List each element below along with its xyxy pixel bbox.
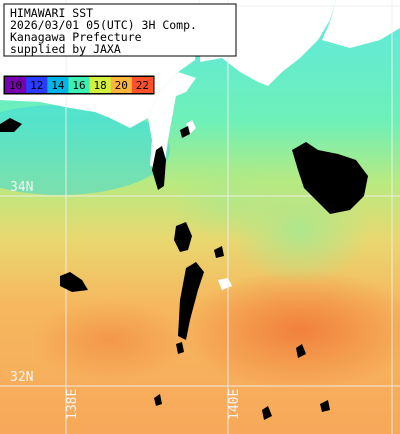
legend-label: 10 <box>9 79 22 92</box>
land-boso <box>322 0 400 48</box>
caption-line-datetime: 2026/03/01 05(UTC) 3H Comp. <box>10 18 197 32</box>
legend-label: 14 <box>51 79 65 92</box>
legend-label: 20 <box>115 79 128 92</box>
legend-swatch <box>131 77 154 93</box>
legend-swatch <box>89 77 112 93</box>
lon-label-138e: 138E <box>65 389 80 420</box>
land-izu-oshima <box>186 120 196 134</box>
land-izu-peninsula <box>148 72 196 172</box>
legend-swatch <box>68 77 91 93</box>
legend-label: 22 <box>136 79 149 92</box>
lat-label-34n: 34N <box>10 180 33 195</box>
cloud-mask <box>0 118 368 420</box>
legend-swatch <box>110 77 133 93</box>
legend-swatch <box>47 77 69 93</box>
current-swirl <box>170 160 290 240</box>
lat-label-32n: 32N <box>10 370 33 385</box>
warm-water-patch <box>180 270 400 390</box>
lon-label-140e: 140E <box>227 389 242 420</box>
legend-label: 16 <box>72 79 85 92</box>
warm-water-patch <box>30 300 190 380</box>
caption-line-title: HIMAWARI SST <box>10 6 93 20</box>
caption-box: HIMAWARI SST 2026/03/01 05(UTC) 3H Comp.… <box>3 3 237 57</box>
legend-label: 12 <box>30 79 43 92</box>
legend-swatch <box>5 77 27 93</box>
caption-line-region: Kanagawa Prefecture <box>10 30 142 44</box>
cool-water-patch <box>0 105 170 195</box>
caption-line-supplier: supplied by JAXA <box>10 42 121 56</box>
legend-label: 18 <box>94 79 107 92</box>
sst-legend: 10 12 14 16 18 20 22 <box>3 75 155 95</box>
legend-swatch <box>26 77 48 93</box>
